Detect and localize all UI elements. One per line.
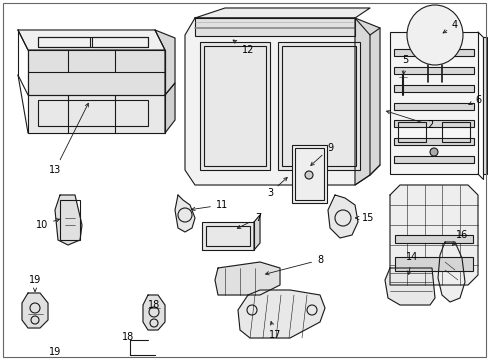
Polygon shape — [238, 290, 325, 338]
Bar — [200, 42, 269, 170]
Text: 3: 3 — [266, 177, 286, 198]
Polygon shape — [142, 295, 164, 330]
Text: 5: 5 — [401, 55, 407, 74]
Polygon shape — [164, 83, 175, 133]
Polygon shape — [384, 268, 434, 305]
Bar — [393, 85, 473, 92]
Text: 18: 18 — [147, 300, 160, 310]
Polygon shape — [18, 30, 164, 50]
Polygon shape — [327, 195, 357, 238]
Bar — [38, 37, 148, 47]
Bar — [205, 226, 249, 246]
Bar — [394, 235, 472, 243]
Text: 4: 4 — [442, 20, 457, 33]
Polygon shape — [155, 30, 175, 95]
Text: 15: 15 — [355, 213, 373, 223]
Text: 10: 10 — [36, 219, 60, 230]
Text: 9: 9 — [310, 143, 332, 166]
Bar — [294, 148, 324, 200]
Polygon shape — [253, 215, 260, 250]
Bar — [397, 122, 425, 142]
Text: 12: 12 — [233, 40, 254, 55]
Bar — [282, 46, 355, 166]
Bar — [92, 37, 148, 47]
Polygon shape — [28, 50, 164, 95]
Polygon shape — [28, 95, 164, 133]
Polygon shape — [55, 195, 82, 245]
Bar — [278, 42, 359, 170]
Bar — [393, 120, 473, 127]
Polygon shape — [437, 242, 464, 302]
Text: 6: 6 — [468, 95, 480, 105]
Bar — [38, 100, 148, 126]
Bar — [393, 67, 473, 74]
Text: 1: 1 — [0, 359, 1, 360]
Polygon shape — [215, 262, 280, 295]
Bar — [393, 138, 473, 145]
Bar — [38, 37, 90, 47]
Text: 11: 11 — [191, 200, 228, 211]
Ellipse shape — [406, 5, 462, 65]
Text: 18: 18 — [122, 332, 134, 342]
Text: 7: 7 — [237, 213, 261, 228]
Bar — [60, 200, 80, 240]
Bar — [195, 18, 354, 36]
Bar — [389, 32, 477, 174]
Text: 13: 13 — [49, 103, 88, 175]
Bar — [393, 156, 473, 163]
Bar — [441, 122, 469, 142]
Polygon shape — [389, 185, 477, 285]
Ellipse shape — [429, 148, 437, 156]
Polygon shape — [184, 18, 369, 185]
Bar — [482, 37, 486, 174]
Text: 17: 17 — [268, 321, 281, 340]
Polygon shape — [22, 293, 48, 328]
Text: 19: 19 — [49, 347, 61, 357]
Polygon shape — [195, 8, 369, 18]
Polygon shape — [354, 18, 379, 185]
Text: 8: 8 — [265, 255, 323, 275]
Ellipse shape — [305, 171, 312, 179]
Bar — [291, 145, 326, 203]
Bar — [202, 222, 253, 250]
Polygon shape — [175, 195, 195, 232]
Text: 2: 2 — [386, 111, 432, 130]
Bar — [393, 103, 473, 110]
Text: 19: 19 — [29, 275, 41, 291]
Text: 14: 14 — [405, 252, 417, 274]
Bar — [393, 49, 473, 56]
Bar — [394, 257, 472, 271]
Text: 16: 16 — [451, 230, 467, 245]
Bar — [203, 46, 265, 166]
